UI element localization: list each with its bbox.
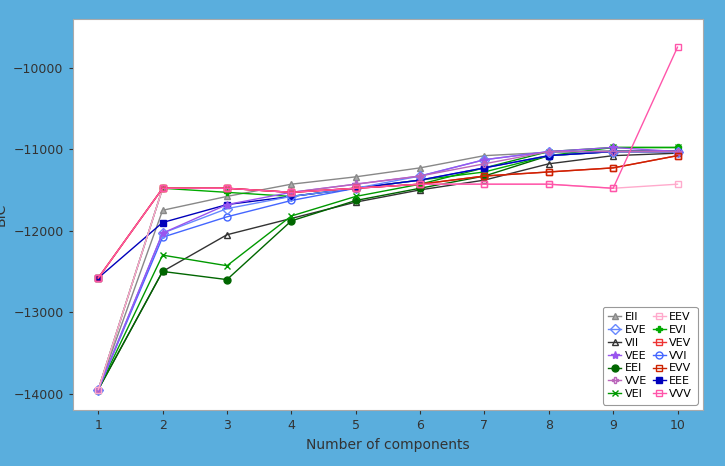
Legend: EII, EVE, VII, VEE, EEI, VVE, VEI, EEV, EVI, VEV, VVI, EVV, EEE, VVV: EII, EVE, VII, VEE, EEI, VVE, VEI, EEV, … xyxy=(602,307,697,404)
X-axis label: Number of components: Number of components xyxy=(306,438,470,452)
Y-axis label: BIC: BIC xyxy=(0,203,7,226)
